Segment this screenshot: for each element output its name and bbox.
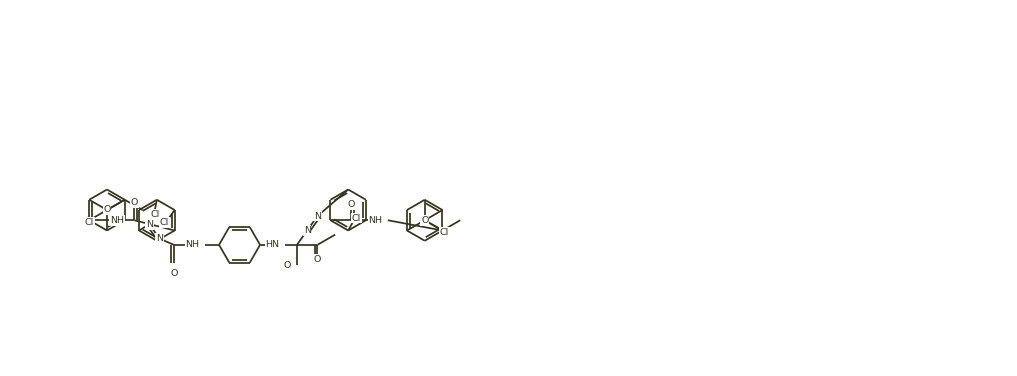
Text: O: O <box>283 261 291 270</box>
Text: N: N <box>304 226 310 235</box>
Text: Cl: Cl <box>440 228 450 237</box>
Text: N: N <box>145 220 153 229</box>
Text: NH: NH <box>368 216 382 225</box>
Text: O: O <box>421 216 428 225</box>
Text: Cl: Cl <box>160 218 169 227</box>
Text: NH: NH <box>185 240 199 249</box>
Text: O: O <box>170 269 178 278</box>
Text: Cl: Cl <box>151 209 160 218</box>
Text: O: O <box>314 255 321 264</box>
Text: N: N <box>314 212 321 221</box>
Text: O: O <box>347 200 355 209</box>
Text: N: N <box>156 234 163 243</box>
Text: O: O <box>130 198 138 207</box>
Text: O: O <box>104 206 111 214</box>
Text: NH: NH <box>110 216 124 225</box>
Text: Cl: Cl <box>84 218 94 227</box>
Text: Cl: Cl <box>352 214 361 223</box>
Text: HN: HN <box>265 240 280 249</box>
